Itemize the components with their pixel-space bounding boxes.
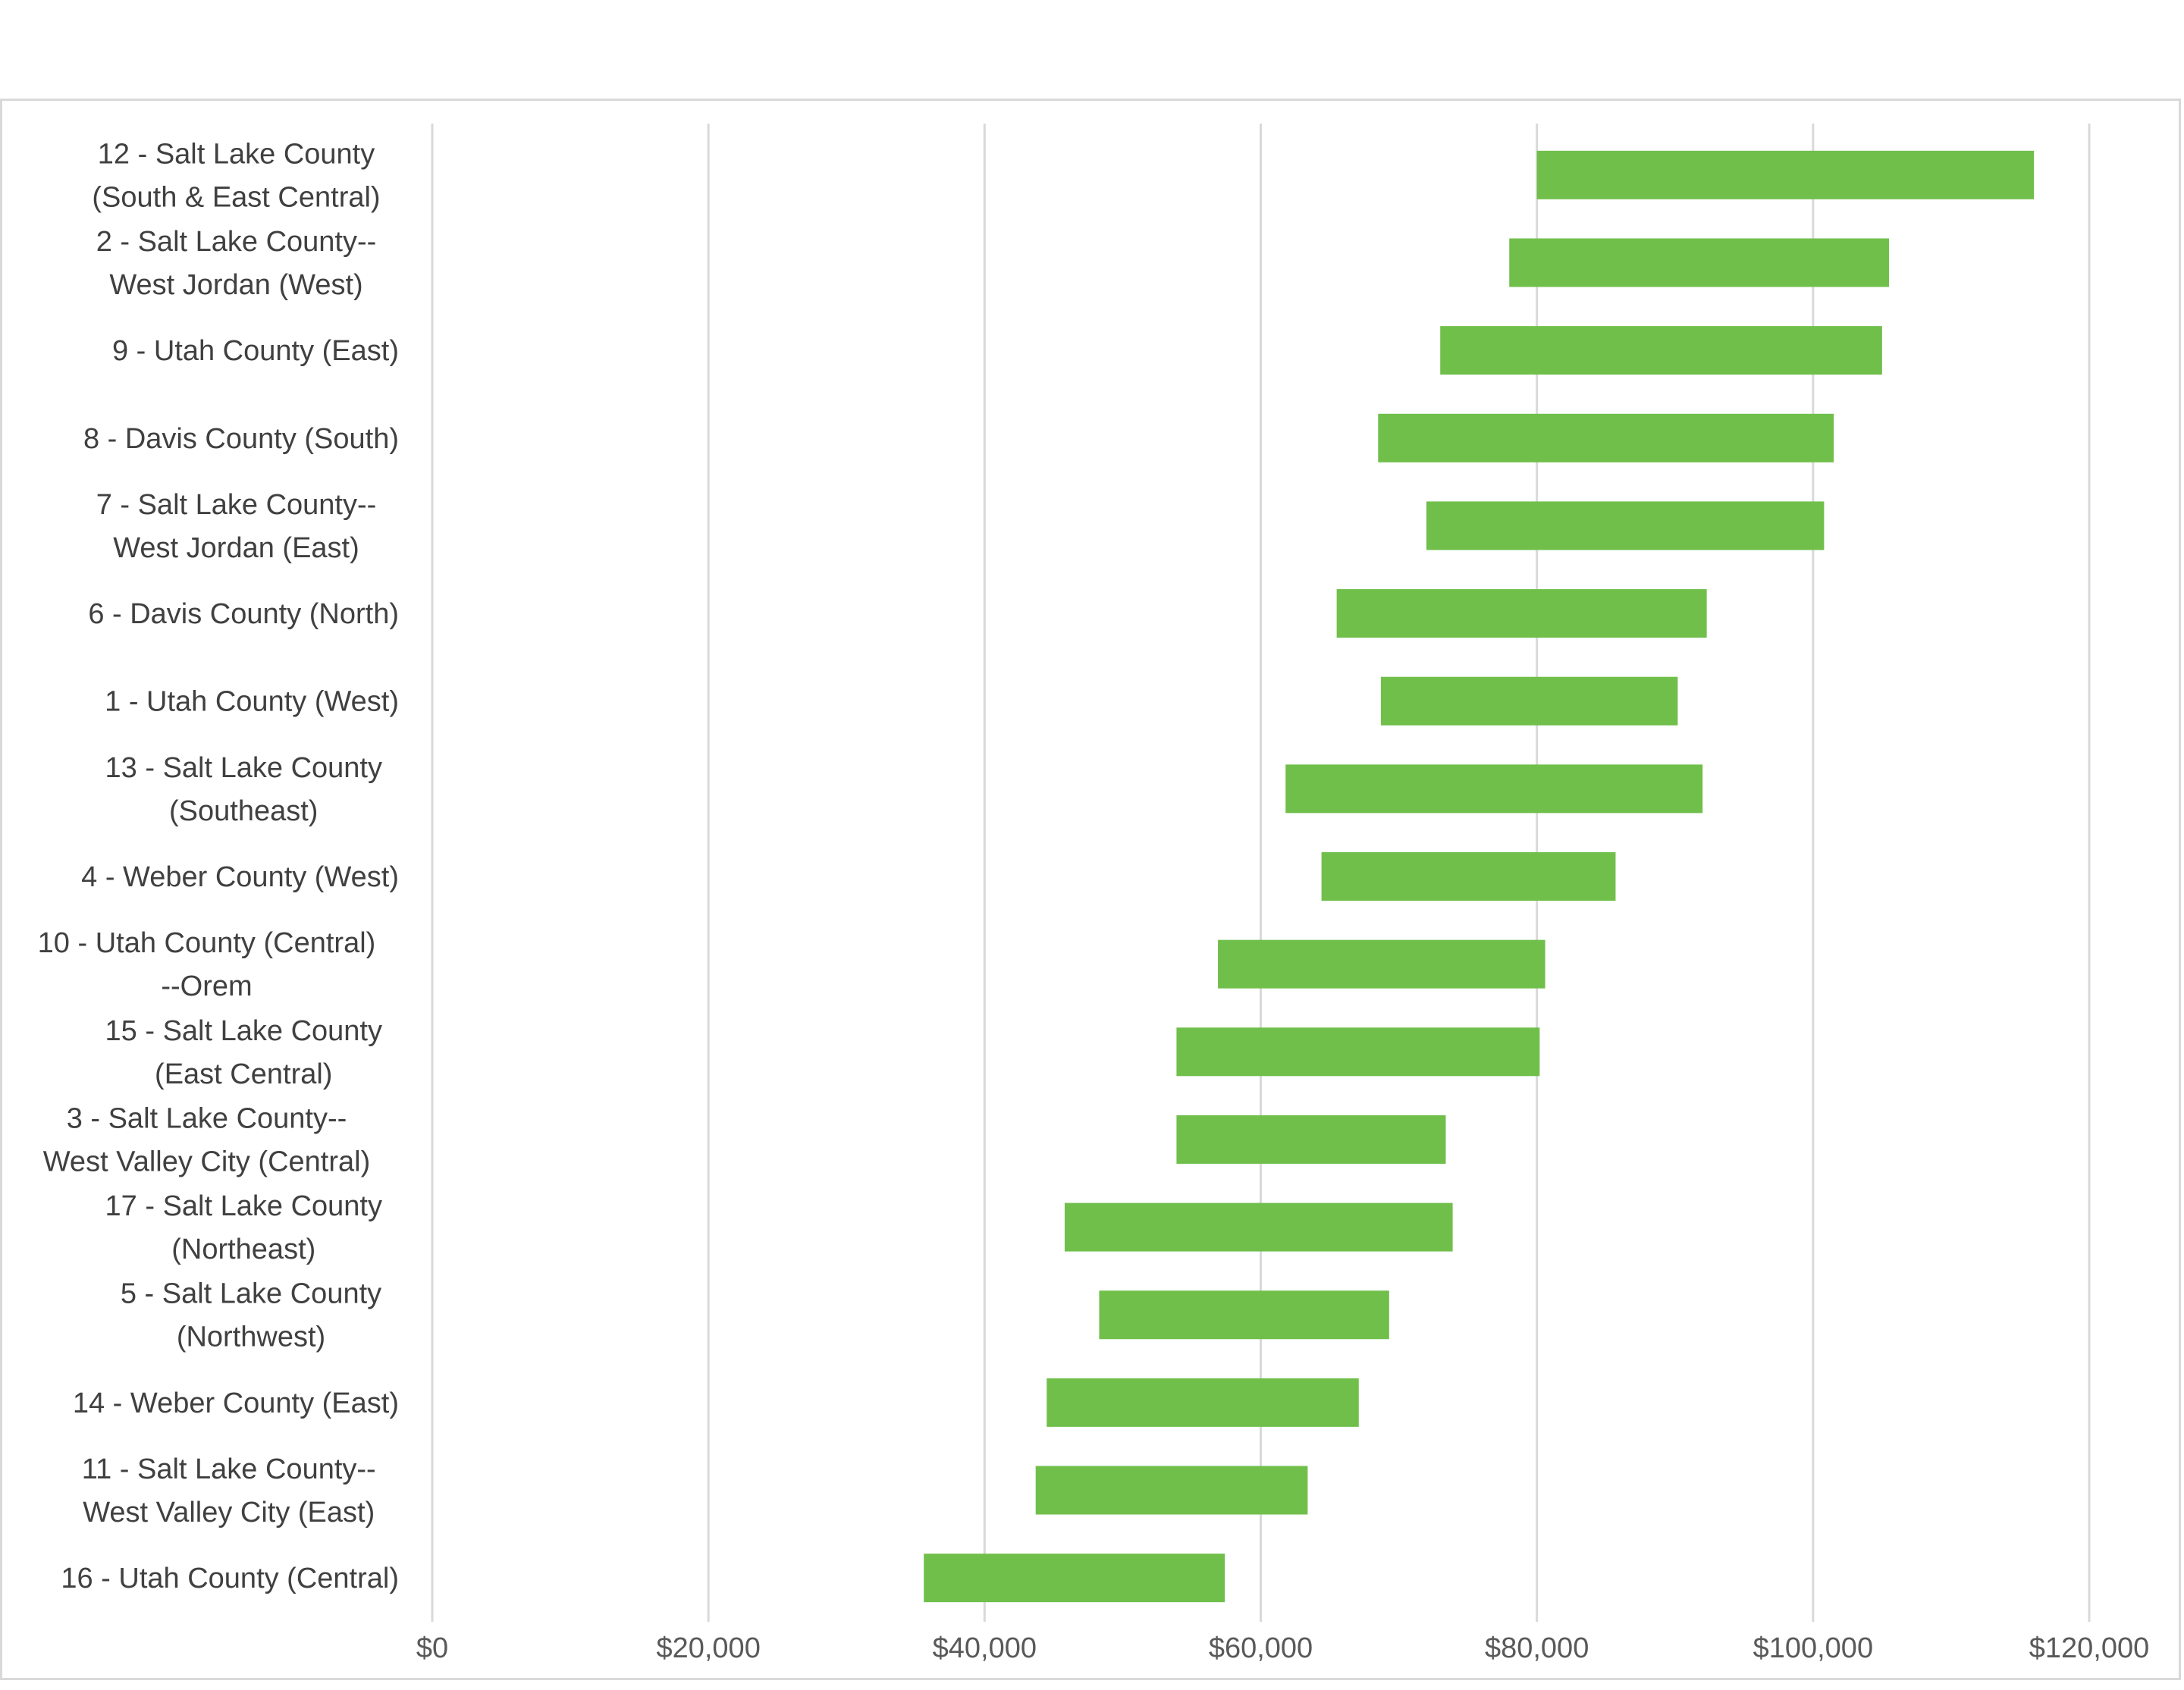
category-label-line: 1 - Utah County (West) [105, 686, 399, 718]
range-bar-3 [1378, 413, 1834, 462]
range-bar-11 [1176, 1115, 1446, 1164]
category-label-11: 3 - Salt Lake County-- West Valley City (… [43, 1102, 370, 1177]
category-label-line: 3 - Salt Lake County-- [67, 1102, 347, 1134]
range-bars [924, 150, 2035, 1603]
chart-frame: 12 - Salt Lake County (South & East Centr… [0, 99, 2181, 1680]
category-label-line: (East Central) [155, 1058, 332, 1090]
x-tick-label-0: $0 [416, 1632, 448, 1664]
category-label-0: 12 - Salt Lake County (South & East Centr… [92, 138, 380, 213]
category-label-2: 9 - Utah County (East) [112, 335, 399, 367]
category-label-16: 16 - Utah County (Central) [61, 1563, 399, 1594]
range-bar-chart: 12 - Salt Lake County (South & East Centr… [38, 124, 2149, 1664]
range-bar-1 [1509, 238, 1889, 287]
category-label-10: 15 - Salt Lake County (East Central) [105, 1015, 382, 1090]
category-label-3: 8 - Davis County (South) [83, 423, 399, 455]
category-label-line: 13 - Salt Lake County [105, 752, 382, 784]
category-label-13: 5 - Salt Lake County (Northwest) [121, 1278, 381, 1353]
category-label-line: --Orem [161, 970, 252, 1002]
range-bar-6 [1380, 676, 1678, 726]
category-label-line: West Valley City (East) [83, 1497, 375, 1529]
x-tick-label-5: $100,000 [1753, 1632, 1874, 1664]
category-label-line: 7 - Salt Lake County-- [96, 489, 377, 521]
category-label-line: (Northeast) [171, 1234, 315, 1265]
x-tick-label-1: $20,000 [656, 1632, 760, 1664]
x-axis-tick-labels: $0 $20,000 $40,000 $60,000 $80,000 $100,000 $1… [416, 1632, 2149, 1664]
category-label-line: 6 - Davis County (North) [88, 598, 399, 630]
category-label-line: 14 - Weber County (East) [73, 1387, 399, 1419]
range-bar-12 [1064, 1202, 1453, 1252]
category-label-line: West Jordan (East) [113, 532, 359, 564]
range-bar-7 [1285, 764, 1703, 814]
category-label-4: 7 - Salt Lake County-- West Jordan (East) [96, 489, 377, 564]
category-label-9: 10 - Utah County (Central) --Orem [38, 927, 376, 1002]
category-label-line: 9 - Utah County (East) [112, 335, 399, 367]
category-label-line: 16 - Utah County (Central) [61, 1563, 399, 1594]
range-bar-4 [1426, 501, 1825, 550]
range-bar-14 [1046, 1378, 1359, 1427]
category-label-line: (Northwest) [177, 1322, 325, 1353]
category-label-line: 10 - Utah County (Central) [38, 927, 376, 959]
category-label-1: 2 - Salt Lake County-- West Jordan (West) [96, 226, 377, 301]
range-bar-16 [924, 1554, 1225, 1603]
range-bar-2 [1440, 326, 1882, 375]
category-label-line: 5 - Salt Lake County [121, 1278, 381, 1310]
category-label-line: 15 - Salt Lake County [105, 1015, 382, 1047]
category-label-line: 4 - Weber County (West) [81, 861, 399, 893]
category-label-line: 2 - Salt Lake County-- [96, 226, 377, 258]
range-bar-5 [1336, 589, 1707, 638]
category-label-line: (South & East Central) [92, 181, 380, 213]
x-tick-label-2: $40,000 [933, 1632, 1037, 1664]
category-label-6: 1 - Utah County (West) [105, 686, 399, 718]
category-label-line: West Jordan (West) [109, 269, 362, 301]
range-bar-15 [1035, 1466, 1308, 1515]
category-label-5: 6 - Davis County (North) [88, 598, 399, 630]
range-bar-8 [1321, 852, 1616, 901]
category-label-line: 8 - Davis County (South) [83, 423, 399, 455]
x-tick-label-6: $120,000 [2029, 1632, 2150, 1664]
range-bar-13 [1099, 1290, 1389, 1340]
category-label-12: 17 - Salt Lake County (Northeast) [105, 1190, 382, 1265]
category-label-14: 14 - Weber County (East) [73, 1387, 399, 1419]
range-bar-0 [1536, 150, 2035, 199]
category-label-line: (Southeast) [169, 795, 318, 827]
category-label-7: 13 - Salt Lake County (Southeast) [105, 752, 382, 827]
category-labels: 12 - Salt Lake County (South & East Centr… [38, 138, 399, 1594]
x-tick-label-3: $60,000 [1209, 1632, 1313, 1664]
range-bar-10 [1176, 1027, 1540, 1077]
range-bar-9 [1218, 939, 1545, 989]
category-label-line: 17 - Salt Lake County [105, 1190, 382, 1222]
category-label-8: 4 - Weber County (West) [81, 861, 399, 893]
x-tick-label-4: $80,000 [1485, 1632, 1589, 1664]
category-label-15: 11 - Salt Lake County-- West Valley City … [82, 1453, 376, 1529]
category-label-line: 12 - Salt Lake County [98, 138, 375, 170]
category-label-line: 11 - Salt Lake County-- [82, 1453, 376, 1485]
category-label-line: West Valley City (Central) [43, 1146, 370, 1177]
